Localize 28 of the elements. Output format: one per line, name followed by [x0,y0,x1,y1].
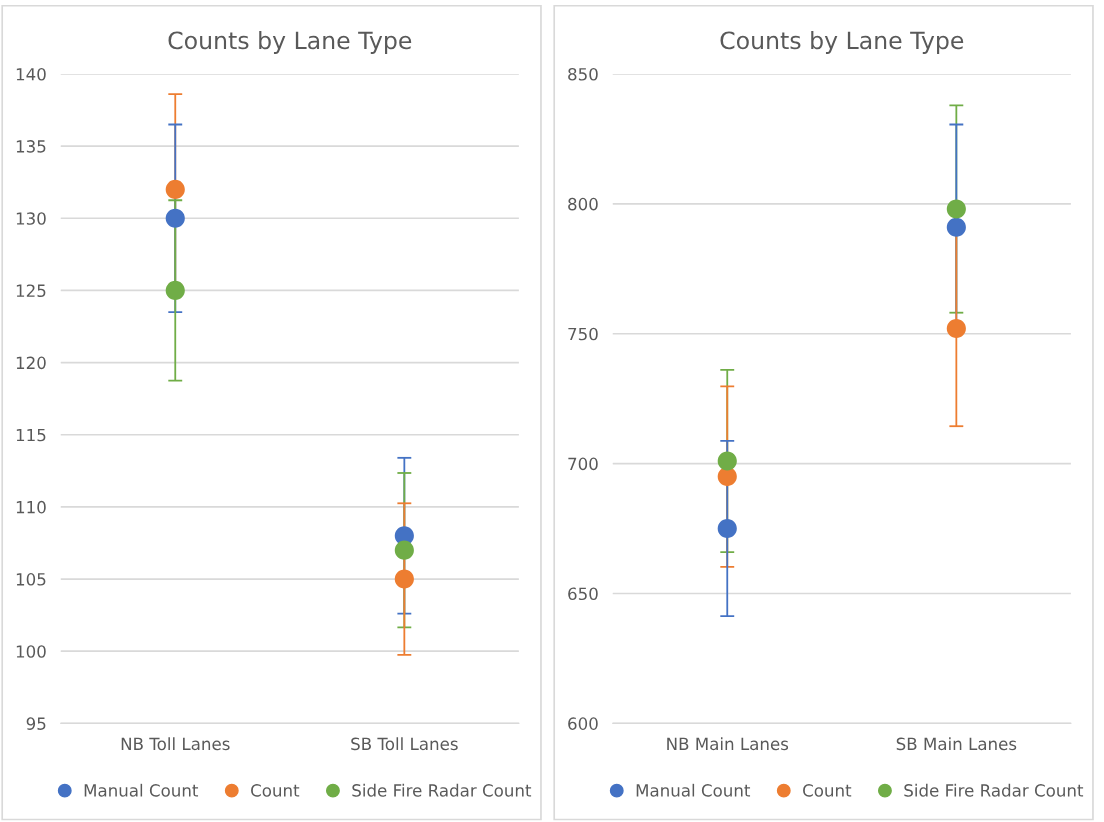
y-tick-label: 850 [568,67,598,81]
y-tick-label: 135 [16,140,46,153]
y-tick-label: 95 [26,717,46,730]
legend-label: Manual Count [84,783,199,797]
y-tick-label: 140 [16,67,46,81]
legend-label: Count [803,784,852,797]
x-tick-label: SB Main Lanes [896,737,1017,751]
chart-title: Counts by Lane Type [168,31,412,54]
y-tick-label: 750 [568,327,598,341]
y-tick-label: 800 [568,197,598,211]
x-tick-label: SB Toll Lanes [351,737,458,751]
legend-label: Side Fire Radar Count [352,783,532,797]
y-tick-label: 115 [16,428,46,442]
x-tick-label: NB Main Lanes [667,737,789,751]
y-tick-label: 100 [16,645,46,658]
y-tick-label: 120 [16,356,46,370]
chart-title: Counts by Lane Type [720,31,964,54]
y-tick-label: 105 [16,573,46,586]
y-tick-label: 130 [16,212,46,225]
x-tick-label: NB Toll Lanes [121,737,230,751]
legend-label: Manual Count [636,783,751,797]
y-tick-label: 125 [16,284,46,298]
y-tick-label: 650 [568,587,598,601]
y-tick-label: 700 [568,457,598,471]
y-tick-label: 600 [568,717,598,730]
y-tick-label: 110 [16,500,46,514]
legend-label: Side Fire Radar Count [904,783,1084,797]
legend-label: Count [251,784,300,797]
